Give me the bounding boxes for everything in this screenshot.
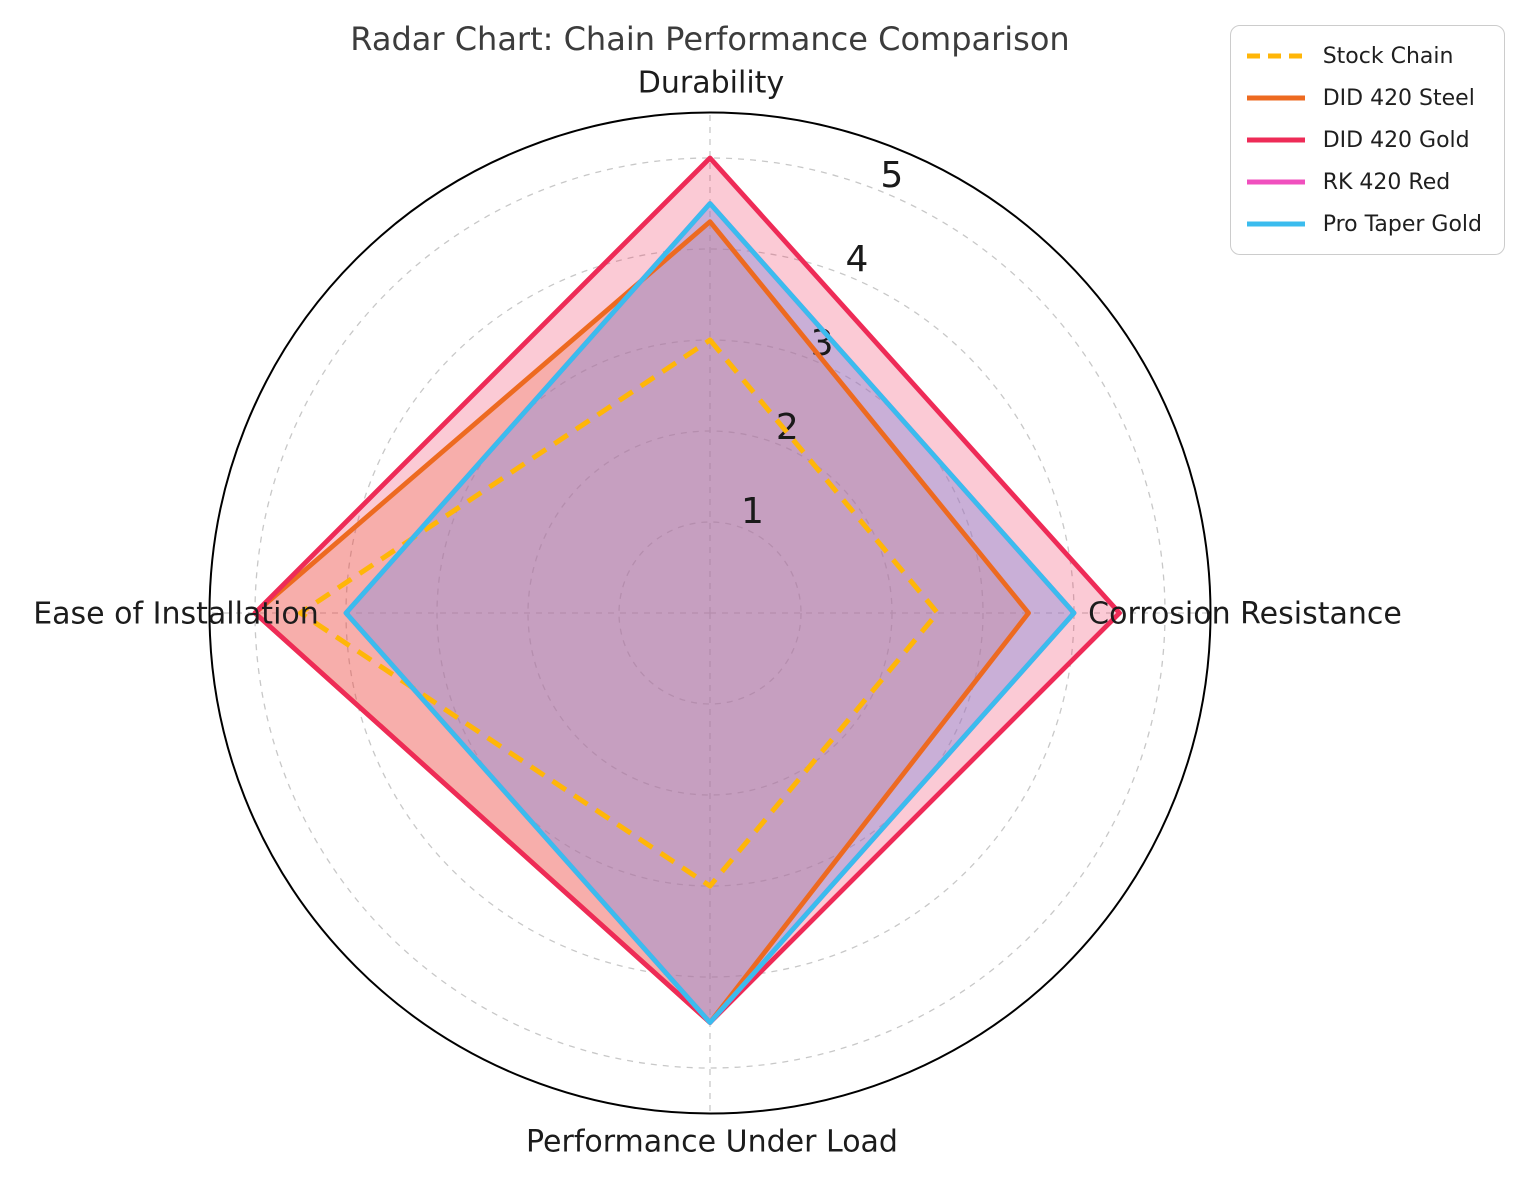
series-fill-pro-taper-gold: [346, 203, 1074, 1023]
legend-item-label: DID 420 Gold: [1322, 127, 1470, 153]
legend-swatch-line: [1246, 179, 1305, 185]
grid-ring-1: [618, 521, 802, 705]
legend-item-label: Stock Chain: [1322, 43, 1454, 69]
axis-label-durability: Durability: [638, 66, 784, 101]
series-line-stock-chain: [298, 337, 940, 889]
legend-item-stock-chain: Stock Chain: [1245, 35, 1482, 77]
polar-outline: [208, 111, 1212, 1115]
legend-item-did-420-gold: DID 420 Gold: [1245, 119, 1482, 161]
chart-title: Radar Chart: Chain Performance Compariso…: [350, 20, 1069, 58]
legend-item-label: RK 420 Red: [1322, 169, 1451, 195]
r-tick-label-2: 2: [776, 407, 799, 448]
r-tick-label-5: 5: [880, 155, 903, 196]
legend-swatch-line: [1246, 53, 1305, 59]
legend-swatch-line: [1246, 137, 1305, 143]
legend-item-label: DID 420 Steel: [1322, 85, 1475, 111]
legend-item-rk-420-red: RK 420 Red: [1245, 161, 1482, 203]
series-line-pro-taper-gold: [343, 201, 1077, 1025]
series-fill-did-420-steel: [255, 221, 1029, 1023]
r-tick-label-4: 4: [846, 239, 869, 280]
axis-label-performance-under-load: Performance Under Load: [526, 1125, 898, 1160]
legend-item-label: Pro Taper Gold: [1322, 211, 1482, 237]
axis-label-corrosion-resistance: Corrosion Resistance: [1088, 597, 1402, 632]
legend-swatch-line: [1246, 95, 1305, 101]
legend-box: Stock Chain DID 420 Steel DID 420 Gold RK 4…: [1229, 25, 1505, 255]
legend-swatch-line: [1246, 221, 1305, 227]
axis-label-ease-of-installation: Ease of Installation: [33, 597, 319, 632]
r-tick-label-1: 1: [741, 491, 764, 532]
legend-item-did-420-steel: DID 420 Steel: [1245, 77, 1482, 119]
legend-item-pro-taper-gold: Pro Taper Gold: [1245, 203, 1482, 245]
